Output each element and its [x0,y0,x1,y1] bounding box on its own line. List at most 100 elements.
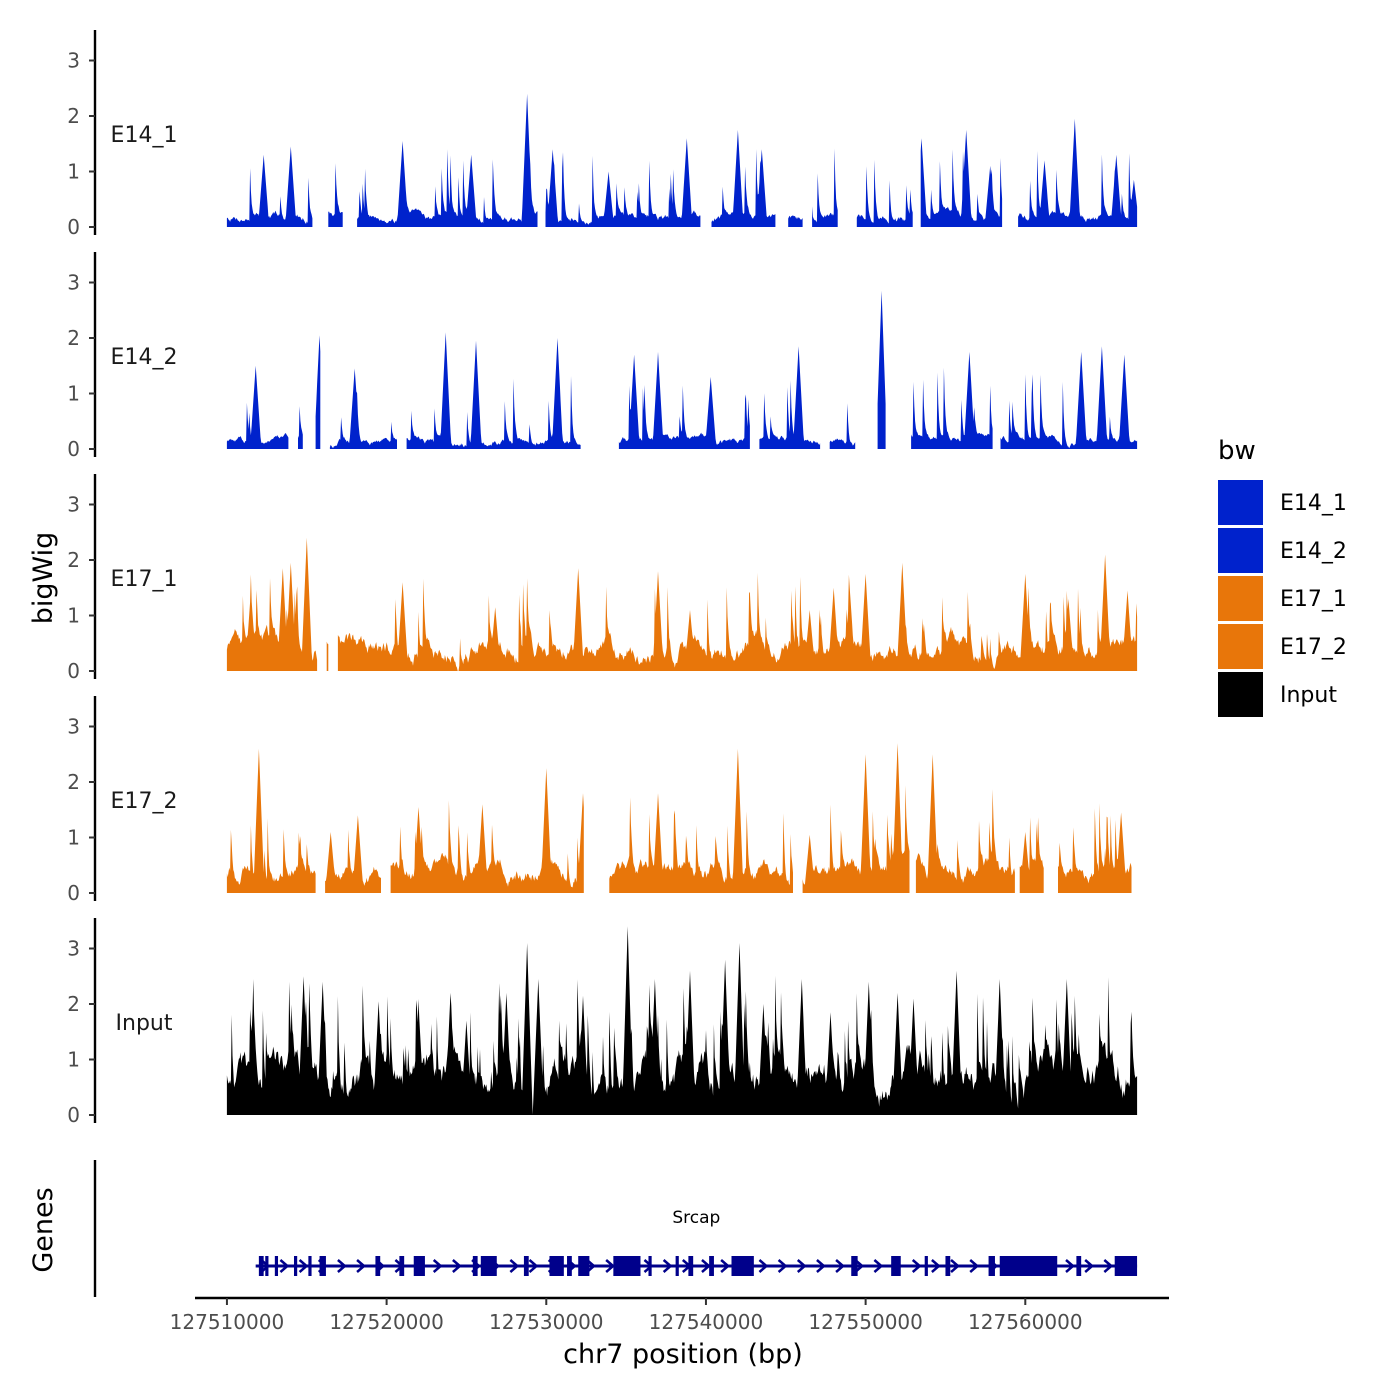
gene-exon [1114,1256,1138,1276]
gene-exon [472,1256,478,1276]
strand-arrow [452,1259,462,1273]
legend-label: E14_2 [1280,539,1347,564]
legend-swatch [1218,528,1263,573]
gene-annotation-panel: Srcap [93,1160,1138,1297]
gene-exon [293,1256,298,1276]
legend-label: Input [1280,683,1337,708]
signal-area [226,537,1138,671]
strand-arrow [1065,1259,1075,1273]
y-tick-label: 2 [67,548,80,572]
y-tick-label: 1 [67,1048,80,1072]
y-tick-label: 0 [67,437,80,461]
legend: bw E14_1 E14_2 E17_1 E17_2 Input [1218,436,1347,717]
track-input: 0 1 2 3 Input [67,918,1138,1127]
legend-swatch [1218,480,1263,525]
gene-exon [413,1256,425,1276]
strand-arrow [337,1259,347,1273]
strand-arrow [777,1259,788,1273]
y-tick-label: 2 [67,326,80,350]
gene-exon [999,1256,1058,1276]
gene-exon [265,1256,269,1276]
gene-exon [258,1256,264,1276]
strand-arrow [356,1259,366,1273]
strand-arrow [298,1259,309,1273]
gene-exon [924,1256,928,1276]
x-tick-label: 127560000 [968,1310,1083,1334]
strand-arrow [873,1259,884,1273]
y-tick-label: 0 [67,1103,80,1127]
y-axis-title: bigWig [28,532,59,625]
y-tick-label: 0 [67,215,80,239]
gene-exon [613,1256,641,1276]
x-tick-label: 127550000 [808,1310,923,1334]
track-e17-1: 0 1 2 3 E17_1 [67,474,1138,683]
x-tick-label: 127510000 [170,1310,285,1334]
strand-arrow [528,1259,539,1273]
gene-exon [945,1256,951,1276]
legend-swatch [1218,624,1263,669]
gene-exon [308,1256,312,1276]
gene-exon [1076,1256,1082,1276]
track-e14-2: 0 1 2 3 E14_2 [67,252,1138,461]
gene-exon [480,1256,497,1276]
strand-arrow [950,1259,960,1273]
strand-arrow [931,1259,941,1273]
strand-arrow [969,1259,980,1273]
gene-exon [578,1256,590,1276]
gene-exon [567,1256,572,1276]
y-tick-label: 1 [67,604,80,628]
x-tick-label: 127530000 [489,1310,604,1334]
gene-exon [375,1256,381,1276]
signal-area [226,93,1138,227]
gene-exon [523,1256,529,1276]
legend-label: E17_1 [1280,587,1347,612]
gene-exon [675,1256,679,1276]
strand-arrow [835,1259,845,1273]
gene-exon [688,1256,694,1276]
x-tick-label: 127540000 [649,1310,764,1334]
track-label: E14_1 [111,123,178,148]
signal-area [226,926,1138,1115]
strand-arrow [1084,1259,1095,1273]
y-tick-label: 3 [67,937,80,961]
legend-swatch [1218,672,1263,717]
bigwig-tracks: 0 1 2 3 E14_1 0 1 2 3 E14_2 0 1 2 3 E17_1 0 1 2 3 E17_2 0 1 2 3… [67,30,1138,1127]
strand-arrow [911,1259,922,1273]
strand-arrow [816,1259,826,1273]
track-e14-1: 0 1 2 3 E14_1 [67,30,1138,239]
strand-arrow [701,1259,711,1273]
legend-label: E17_2 [1280,635,1347,660]
x-axis: 127510000 127520000 127530000 127540000 1275… [170,1296,1169,1334]
y-tick-label: 1 [67,826,80,850]
y-tick-label: 3 [67,715,80,739]
y-tick-label: 1 [67,160,80,184]
gene-name-label: Srcap [672,1208,720,1228]
gene-exon [399,1256,405,1276]
track-label: E17_2 [111,789,178,814]
x-tick-label: 127520000 [329,1310,444,1334]
signal-area [226,743,1132,893]
gene-exon [891,1256,901,1276]
y-tick-label: 2 [67,770,80,794]
gene-exon [274,1256,279,1276]
y-tick-label: 3 [67,271,80,295]
legend-title: bw [1218,436,1256,466]
track-label: Input [116,1011,173,1036]
gene-exon [319,1256,326,1276]
y-tick-label: 2 [67,104,80,128]
gene-srcap: Srcap [255,1208,1138,1276]
strand-arrow [605,1259,616,1273]
strand-arrow [1103,1259,1114,1273]
track-e17-2: 0 1 2 3 E17_2 [67,696,1132,905]
y-tick-label: 3 [67,49,80,73]
legend-swatch [1218,576,1263,621]
genes-axis-title: Genes [28,1187,59,1272]
y-tick-label: 0 [67,881,80,905]
gene-exon [988,1256,995,1276]
signal-area [226,290,1138,449]
strand-arrow [509,1259,520,1273]
strand-arrow [758,1259,769,1273]
strand-arrow [432,1259,443,1273]
x-axis-title: chr7 position (bp) [563,1339,803,1370]
y-tick-label: 2 [67,992,80,1016]
